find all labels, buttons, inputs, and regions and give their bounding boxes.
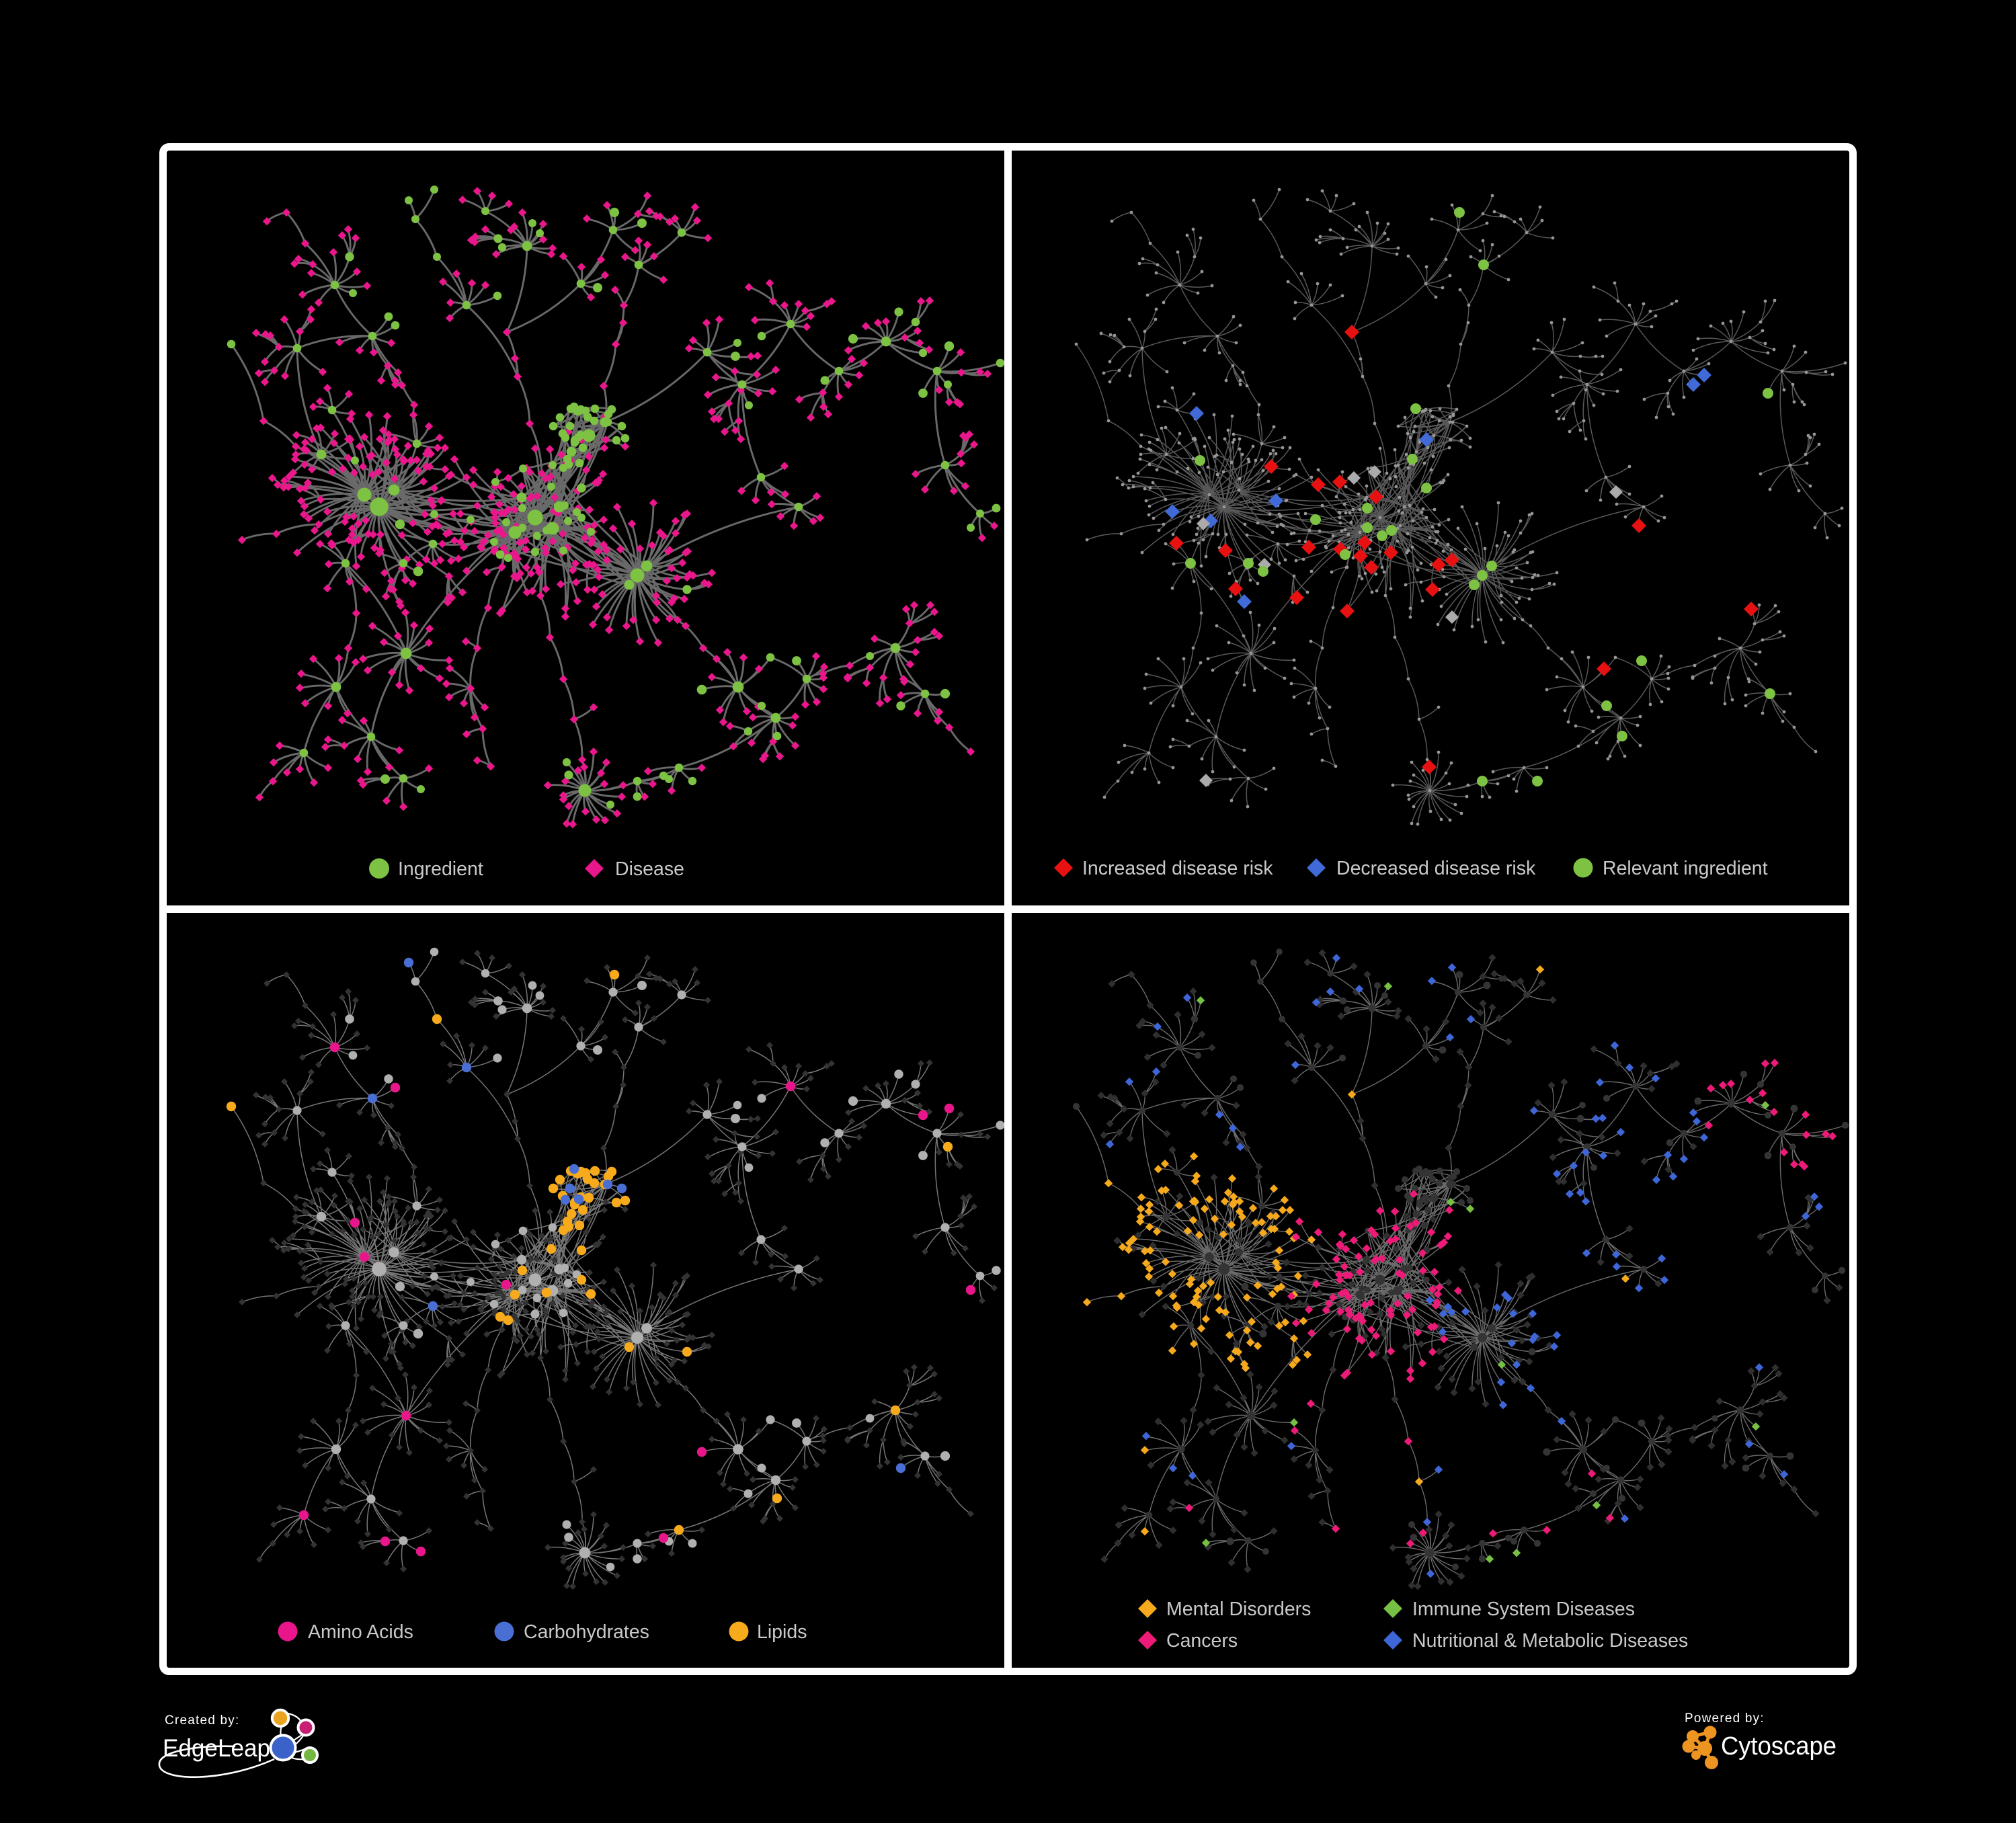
svg-text:Amino Acids: Amino Acids <box>308 1621 413 1643</box>
svg-text:EdgeLeap: EdgeLeap <box>163 1734 270 1762</box>
svg-text:Increased disease risk: Increased disease risk <box>1082 858 1273 879</box>
svg-text:Mental Disorders: Mental Disorders <box>1166 1598 1311 1620</box>
svg-text:Disease: Disease <box>615 858 684 880</box>
svg-text:Immune System Diseases: Immune System Diseases <box>1412 1598 1635 1620</box>
svg-text:Ingredient: Ingredient <box>398 858 483 880</box>
svg-text:Decreased disease risk: Decreased disease risk <box>1336 858 1536 879</box>
svg-text:Cytoscape: Cytoscape <box>1721 1732 1837 1760</box>
svg-text:Cancers: Cancers <box>1166 1630 1238 1652</box>
svg-text:Powered by:: Powered by: <box>1685 1711 1765 1726</box>
svg-text:Lipids: Lipids <box>757 1621 807 1643</box>
svg-text:Created by:: Created by: <box>165 1713 239 1728</box>
svg-text:Nutritional & Metabolic Diseas: Nutritional & Metabolic Diseases <box>1412 1630 1688 1652</box>
svg-text:Carbohydrates: Carbohydrates <box>524 1621 649 1643</box>
svg-text:Relevant ingredient: Relevant ingredient <box>1603 858 1768 879</box>
